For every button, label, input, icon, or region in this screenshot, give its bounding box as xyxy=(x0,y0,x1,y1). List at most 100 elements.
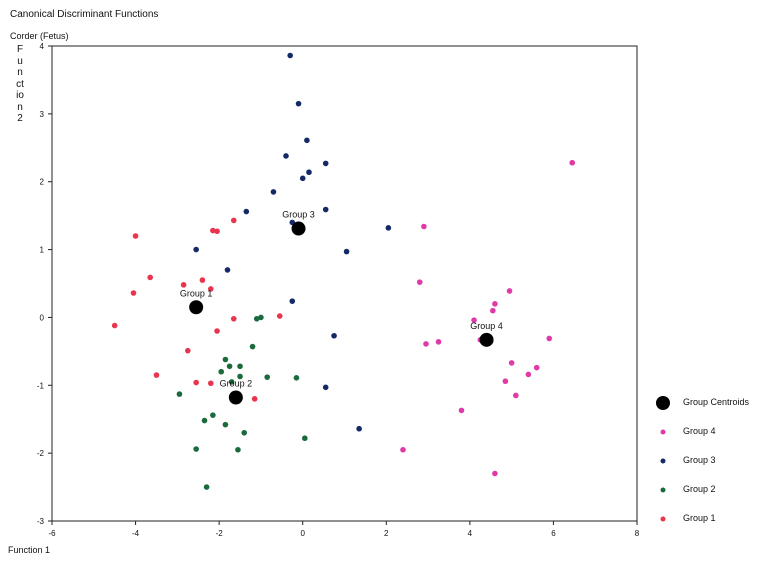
data-point-group-4 xyxy=(490,307,496,314)
data-point-group-1 xyxy=(276,313,283,319)
legend-label-group-3: Group 3 xyxy=(683,455,716,465)
data-point-group-4 xyxy=(546,335,553,342)
data-point-group-2 xyxy=(258,314,264,321)
data-point-group-4 xyxy=(525,371,532,378)
data-point-group-1 xyxy=(210,227,216,234)
data-point-group-2 xyxy=(241,429,248,436)
data-point-group-2 xyxy=(293,375,300,381)
legend-marker-centroids xyxy=(656,396,670,410)
data-point-group-4 xyxy=(492,301,498,307)
data-point-group-4 xyxy=(502,378,509,385)
centroid-annotation: Group 2 xyxy=(220,379,253,389)
data-point-group-1 xyxy=(214,228,220,235)
data-point-group-1 xyxy=(132,233,139,239)
y-tick-label: -1 xyxy=(37,381,45,390)
chart-title: Canonical Discriminant Functions xyxy=(10,9,159,20)
data-point-group-4 xyxy=(471,317,477,323)
chart-subtitle: Corder (Fetus) xyxy=(10,31,69,41)
legend: Group Centroids Group 4 Group 3 Group 2 … xyxy=(650,390,760,535)
legend-label-group-2: Group 2 xyxy=(683,484,716,494)
legend-marker-group-1 xyxy=(660,516,666,522)
data-point-group-2 xyxy=(249,343,256,350)
legend-marker-group-3 xyxy=(660,458,666,464)
data-point-group-2 xyxy=(226,363,233,370)
legend-marker-group-4 xyxy=(660,429,666,435)
x-tick-label: -4 xyxy=(132,529,140,538)
x-tick-label: 8 xyxy=(635,529,640,538)
data-point-group-3 xyxy=(295,100,302,107)
data-point-group-4 xyxy=(506,288,513,294)
data-point-group-3 xyxy=(243,208,250,215)
data-point-group-4 xyxy=(400,446,406,453)
data-point-group-3 xyxy=(304,137,310,144)
data-point-group-4 xyxy=(423,341,429,347)
legend-item-group-1: Group 1 xyxy=(650,506,760,535)
y-tick-label: 3 xyxy=(40,110,45,119)
data-point-group-2 xyxy=(235,446,241,453)
data-point-group-4 xyxy=(435,339,442,345)
data-point-group-1 xyxy=(230,217,237,224)
centroid-point xyxy=(479,332,494,347)
legend-label-group-1: Group 1 xyxy=(683,513,716,523)
y-tick-label: -2 xyxy=(37,449,45,458)
data-point-group-1 xyxy=(153,372,160,378)
data-point-group-2 xyxy=(302,435,308,442)
legend-item-group-2: Group 2 xyxy=(650,477,760,506)
data-point-group-1 xyxy=(180,282,187,288)
x-tick-label: -2 xyxy=(216,529,224,538)
legend-item-group-3: Group 3 xyxy=(650,448,760,477)
centroid-annotation: Group 3 xyxy=(282,210,315,220)
data-point-group-2 xyxy=(193,446,199,452)
data-point-group-2 xyxy=(264,374,270,380)
data-point-group-3 xyxy=(385,225,392,231)
y-tick-label: 0 xyxy=(40,313,45,322)
data-point-group-4 xyxy=(533,364,540,371)
data-point-group-2 xyxy=(218,368,225,375)
y-tick-label: 4 xyxy=(40,42,45,51)
data-point-group-2 xyxy=(222,356,229,363)
y-tick-label: -3 xyxy=(37,517,45,526)
data-point-group-3 xyxy=(289,298,296,304)
data-point-group-3 xyxy=(306,169,312,176)
x-tick-label: 4 xyxy=(468,529,473,538)
data-point-group-1 xyxy=(207,286,214,292)
data-point-group-2 xyxy=(222,421,229,428)
data-point-group-4 xyxy=(458,407,465,414)
legend-label-group-4: Group 4 xyxy=(683,426,716,436)
data-point-group-1 xyxy=(230,315,237,322)
data-point-group-1 xyxy=(207,380,214,387)
centroid-point xyxy=(291,221,306,236)
data-point-group-3 xyxy=(343,248,350,255)
data-point-group-2 xyxy=(176,391,183,397)
x-axis-label: Function 1 xyxy=(8,545,51,555)
data-point-group-4 xyxy=(513,392,519,399)
data-point-group-3 xyxy=(287,52,293,59)
data-point-group-3 xyxy=(356,425,362,432)
data-point-group-4 xyxy=(508,360,515,366)
data-point-group-1 xyxy=(251,396,258,402)
centroid-annotation: Group 1 xyxy=(180,288,213,298)
x-tick-label: 6 xyxy=(551,529,556,538)
data-point-group-1 xyxy=(111,322,118,329)
legend-marker-group-2 xyxy=(660,487,666,493)
data-point-group-1 xyxy=(185,347,191,354)
centroid-point xyxy=(189,300,204,315)
y-tick-label: 2 xyxy=(40,178,45,187)
data-point-group-3 xyxy=(322,384,329,391)
data-point-group-1 xyxy=(130,290,137,296)
legend-item-centroids: Group Centroids xyxy=(650,390,760,419)
data-point-group-3 xyxy=(322,206,329,213)
x-tick-label: -6 xyxy=(48,529,56,538)
data-point-group-3 xyxy=(331,332,337,339)
data-point-group-3 xyxy=(283,153,289,159)
data-point-group-1 xyxy=(214,328,220,334)
data-point-group-2 xyxy=(203,484,210,490)
x-tick-label: 2 xyxy=(384,529,389,538)
data-point-group-3 xyxy=(193,246,199,253)
data-point-group-2 xyxy=(228,379,235,385)
data-point-group-2 xyxy=(237,373,243,380)
y-tick-label: 1 xyxy=(40,246,45,255)
data-point-group-3 xyxy=(299,175,306,182)
x-tick-label: 0 xyxy=(300,529,305,538)
